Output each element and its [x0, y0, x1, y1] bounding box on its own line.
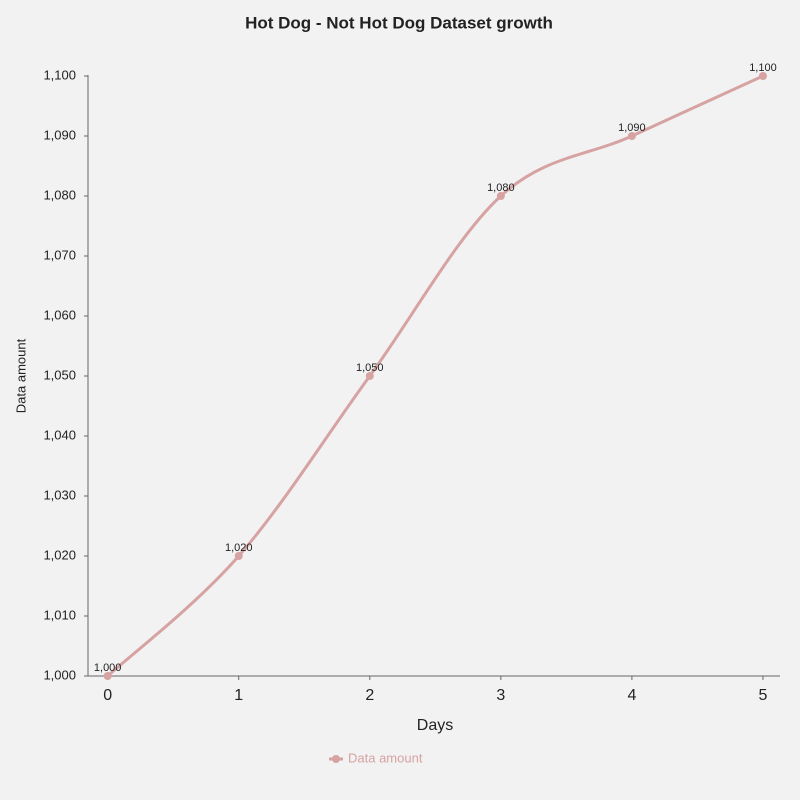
point: [103, 672, 112, 680]
legend-marker: [332, 755, 340, 763]
y-tick-label: 1,080: [43, 187, 76, 202]
data-label: 1,080: [487, 182, 515, 194]
data-label: 1,020: [225, 542, 253, 554]
y-tick-label: 1,020: [43, 547, 76, 562]
y-tick-label: 1,050: [43, 367, 76, 382]
y-tick-label: 1,060: [43, 307, 76, 322]
point: [496, 192, 505, 200]
y-tick-label: 1,070: [43, 247, 76, 262]
x-tick-label: 5: [759, 687, 768, 704]
y-tick-label: 1,100: [43, 67, 76, 82]
x-tick-label: 4: [627, 687, 636, 704]
point: [234, 552, 243, 560]
point: [365, 372, 374, 380]
y-tick-label: 1,000: [43, 667, 76, 682]
x-tick-label: 2: [365, 687, 374, 704]
chart-title: Hot Dog - Not Hot Dog Dataset growth: [245, 13, 553, 32]
y-tick-label: 1,040: [43, 427, 76, 442]
y-tick-label: 1,090: [43, 127, 76, 142]
y-tick-label: 1,010: [43, 607, 76, 622]
point: [627, 132, 636, 140]
legend-label: Data amount: [348, 750, 423, 765]
y-axis-label: Data amount: [13, 338, 28, 413]
point: [758, 72, 767, 80]
data-label: 1,050: [356, 362, 384, 374]
data-label: 1,100: [749, 62, 777, 74]
data-label: 1,090: [618, 122, 646, 134]
x-tick-label: 1: [234, 687, 243, 704]
line: [106, 74, 764, 678]
x-tick-label: 3: [496, 687, 505, 704]
data-label: 1,000: [94, 662, 122, 674]
x-tick-label: 0: [103, 687, 112, 704]
y-tick-label: 1,030: [43, 487, 76, 502]
x-axis-label: Days: [417, 717, 453, 734]
